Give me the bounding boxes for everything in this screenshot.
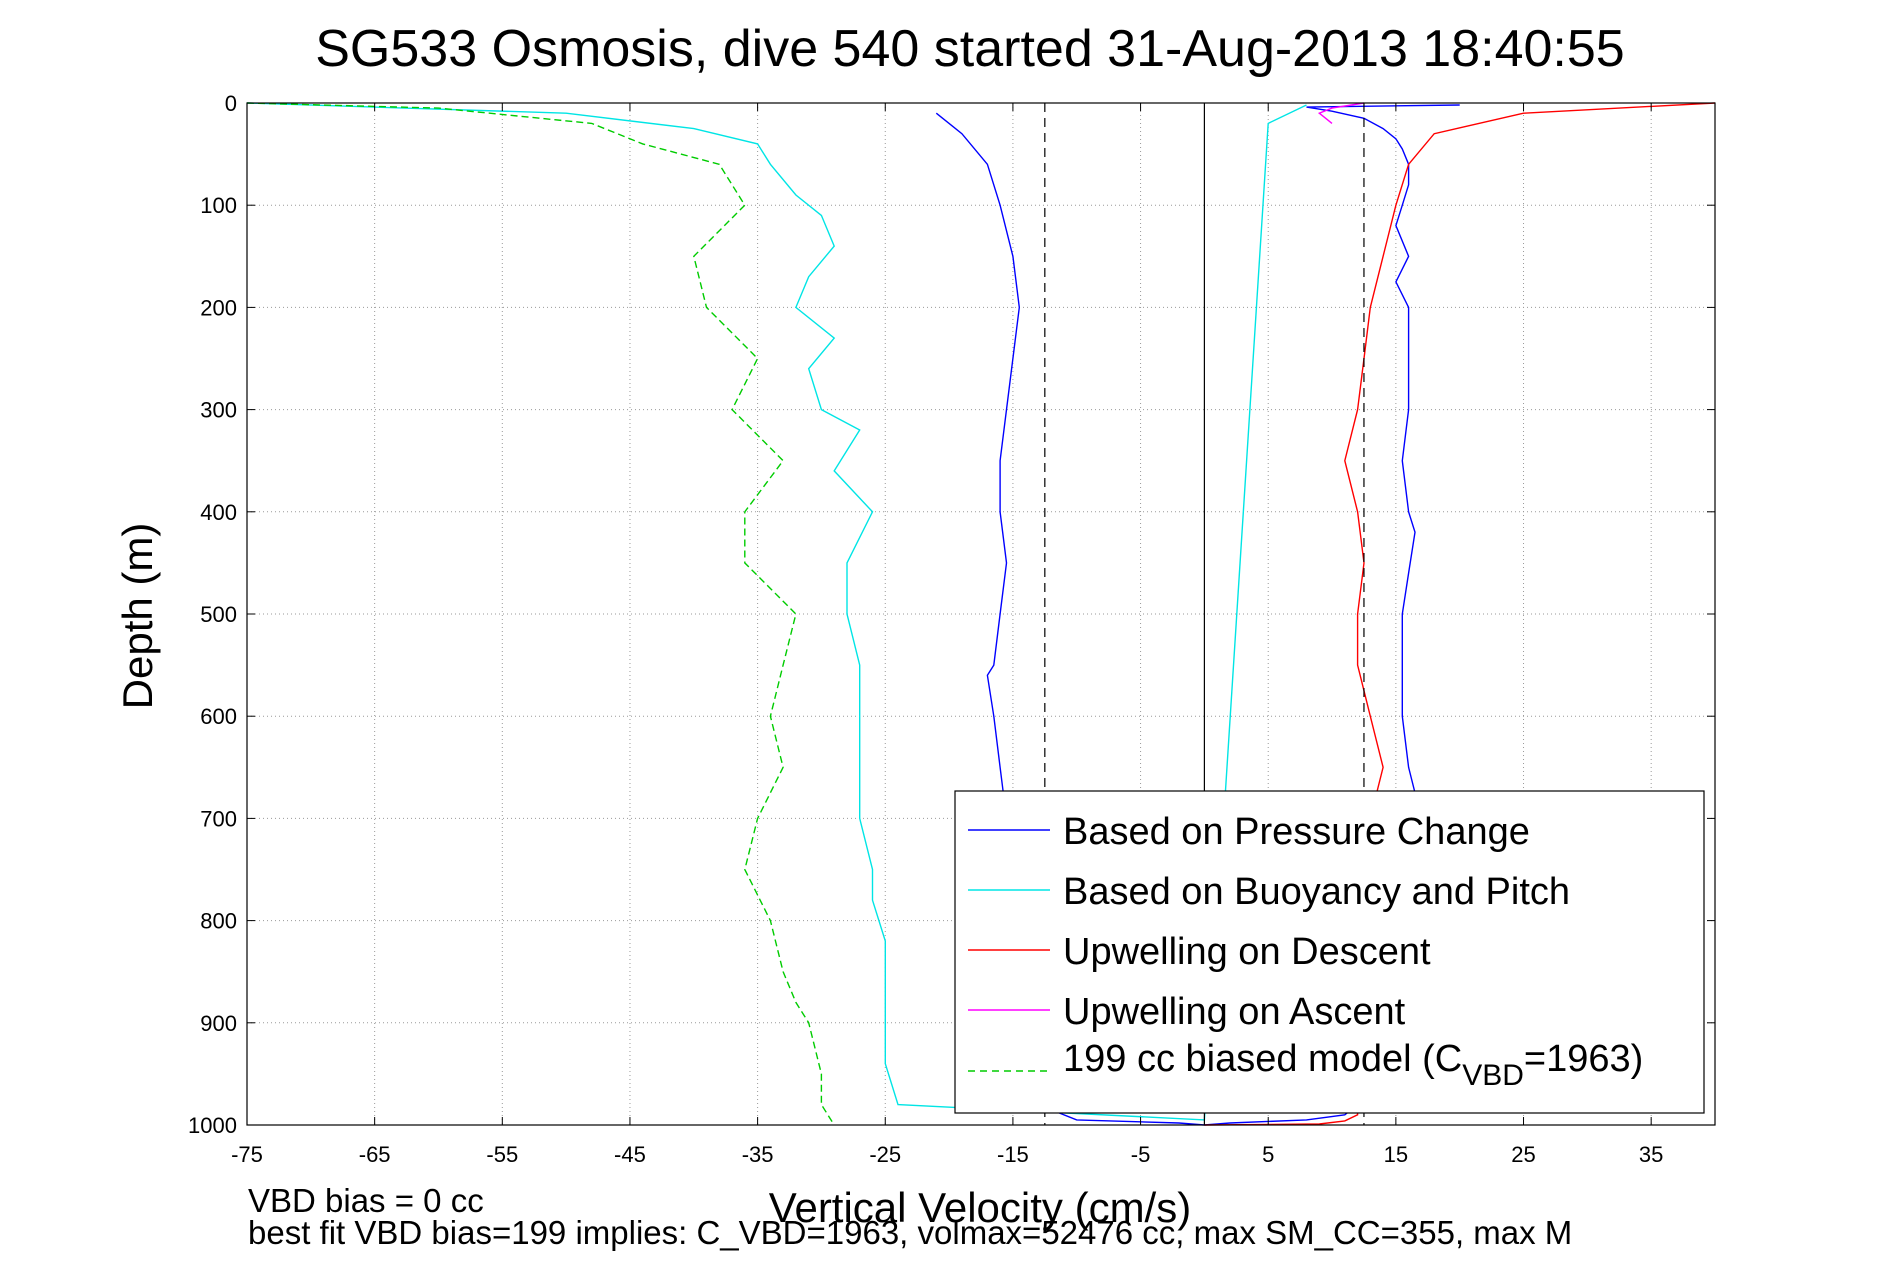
legend-label-buoyancy: Based on Buoyancy and Pitch: [1063, 871, 1570, 913]
y-tick-label: 900: [200, 1011, 237, 1036]
x-tick-label: -45: [614, 1142, 646, 1167]
x-axis-label: Vertical Velocity (cm/s): [769, 1184, 1191, 1231]
legend-model-prefix: 199 cc biased model (C: [1063, 1038, 1462, 1080]
chart-title: SG533 Osmosis, dive 540 started 31-Aug-2…: [315, 20, 1624, 78]
y-tick-label: 0: [225, 91, 237, 116]
legend: Based on Pressure Change Based on Buoyan…: [954, 790, 1705, 1114]
x-tick-label: 35: [1639, 1142, 1663, 1167]
legend-box: [954, 790, 1705, 1114]
x-tick-label: -15: [997, 1142, 1029, 1167]
x-tick-label: -55: [486, 1142, 518, 1167]
x-tick-label: -65: [359, 1142, 391, 1167]
x-tick-label: 15: [1384, 1142, 1408, 1167]
legend-label-ascent: Upwelling on Ascent: [1063, 991, 1406, 1033]
series-line-upwelling-on-ascent: [1317, 102, 1365, 124]
y-tick-label: 100: [200, 193, 237, 218]
x-tick-label: 25: [1511, 1142, 1535, 1167]
legend-label-pressure: Based on Pressure Change: [1063, 811, 1530, 853]
x-axis: -75 -65 -55 -45 -35 -25 -15 -5 5 15 25 35: [231, 103, 1663, 1167]
y-axis-label: Depth (m): [114, 523, 161, 710]
y-tick-label: 500: [200, 602, 237, 627]
x-tick-label: -75: [231, 1142, 263, 1167]
legend-label-descent: Upwelling on Descent: [1063, 931, 1431, 973]
x-tick-label: -25: [869, 1142, 901, 1167]
y-axis: 0 100 200 300 400 500 600 700 800 900 1000: [188, 91, 1715, 1138]
footer-line-2: best fit VBD bias=199 implies: C_VBD=196…: [248, 1214, 1572, 1251]
x-tick-label: -35: [742, 1142, 774, 1167]
x-tick-label: -5: [1131, 1142, 1151, 1167]
y-tick-label: 300: [200, 398, 237, 423]
y-tick-label: 600: [200, 704, 237, 729]
y-tick-label: 1000: [188, 1113, 237, 1138]
footer-line-1: VBD bias = 0 cc: [248, 1182, 484, 1219]
x-tick-label: 5: [1262, 1142, 1274, 1167]
y-tick-label: 400: [200, 500, 237, 525]
y-tick-label: 800: [200, 909, 237, 934]
legend-label-model: 199 cc biased model (CVBD=1963): [1063, 1038, 1643, 1092]
y-tick-label: 700: [200, 806, 237, 831]
series-line-based-on-buoyancy-and-pitch: [246, 102, 1307, 1121]
series-line-199-cc-biased-model-c-vbd-1963: [246, 102, 835, 1126]
legend-model-subscript: VBD: [1462, 1059, 1524, 1092]
y-tick-label: 200: [200, 295, 237, 320]
legend-model-suffix: =1963): [1524, 1038, 1643, 1080]
